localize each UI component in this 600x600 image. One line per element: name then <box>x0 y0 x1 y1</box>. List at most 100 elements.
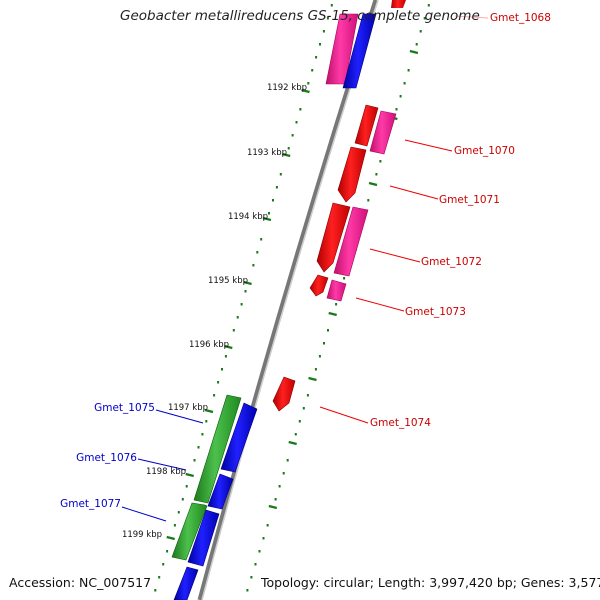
gene-label-gmet-1074: Gmet_1074 <box>370 417 431 429</box>
accession-text: Accession: NC_007517 <box>9 575 152 590</box>
leader-line <box>319 406 369 424</box>
tick-dot <box>250 576 253 579</box>
gene-feature <box>173 566 199 600</box>
tick-dot <box>307 82 310 85</box>
leader-line <box>389 185 439 200</box>
tick-dot <box>258 550 261 553</box>
gene-label-lines <box>121 15 489 522</box>
genome-summary-text: Topology: circular; Length: 3,997,420 bp… <box>261 575 600 590</box>
gene-label-gmet-1076: Gmet_1076 <box>76 452 137 464</box>
tick-dot <box>294 433 297 436</box>
major-tick <box>204 408 214 414</box>
major-tick <box>368 181 378 187</box>
major-tick <box>185 472 194 478</box>
gene-label-gmet-1070: Gmet_1070 <box>454 145 515 157</box>
tick-dot <box>330 4 333 7</box>
leader-line <box>355 297 405 312</box>
tick-dot <box>185 485 188 488</box>
major-tick <box>224 344 233 350</box>
gene-feature <box>220 402 258 473</box>
gene-feature <box>316 202 351 273</box>
tick-dot <box>256 251 259 254</box>
leader-line <box>137 458 187 471</box>
tick-dot <box>315 56 318 59</box>
tick-dot <box>298 420 301 423</box>
tick-dot <box>177 511 180 514</box>
scale-label: 1195 kbp <box>208 276 248 286</box>
gene-label-gmet-1077: Gmet_1077 <box>60 498 121 510</box>
major-tick <box>301 88 310 94</box>
tick-dot <box>217 381 220 384</box>
scale-label: 1193 kbp <box>247 148 287 158</box>
tick-dot <box>291 134 294 137</box>
tick-dot <box>201 433 204 436</box>
tick-dot <box>279 173 282 176</box>
major-tick <box>268 504 278 510</box>
major-tick <box>243 280 252 286</box>
tick-dot <box>224 355 227 358</box>
gene-feature <box>309 274 329 297</box>
tick-dot <box>260 238 263 241</box>
scale-label: 1199 kbp <box>122 530 162 540</box>
tick-dot <box>274 498 277 501</box>
tick-dot <box>302 407 305 410</box>
gene-feature <box>207 473 234 510</box>
gene-label-gmet-1068: Gmet_1068 <box>490 12 551 24</box>
leader-line <box>155 409 204 424</box>
tick-dot <box>395 108 398 111</box>
tick-dot <box>343 277 346 280</box>
gene-feature <box>337 146 367 203</box>
major-tick <box>262 216 272 222</box>
gene-label-gmet-1073: Gmet_1073 <box>405 306 466 318</box>
tick-dot <box>306 394 309 397</box>
tick-dot <box>254 563 257 566</box>
tick-dot <box>268 212 270 215</box>
genome-title: Geobacter metallireducens GS-15, complet… <box>120 8 480 24</box>
major-tick <box>328 311 337 317</box>
gene-feature <box>326 279 347 302</box>
gene-label-gmet-1072: Gmet_1072 <box>421 256 482 268</box>
scale-label: 1197 kbp <box>168 403 208 413</box>
tick-dot <box>299 108 302 111</box>
tick-dot <box>286 459 289 462</box>
tick-dot <box>278 485 281 488</box>
tick-dot <box>399 95 402 98</box>
tick-dot <box>367 199 370 202</box>
gene-feature <box>193 394 242 504</box>
tick-dot <box>246 589 249 592</box>
scale-label: 1192 kbp <box>267 83 307 93</box>
tick-dot <box>232 329 235 332</box>
tick-dot <box>282 472 285 475</box>
tick-dot <box>311 69 314 72</box>
tick-dot <box>162 563 165 566</box>
gene-label-gmet-1071: Gmet_1071 <box>439 194 500 206</box>
gene-feature <box>333 206 369 277</box>
tick-dot <box>415 43 418 46</box>
tick-dot <box>173 524 176 527</box>
gene-features <box>171 0 406 600</box>
tick-dot <box>275 186 278 189</box>
tick-dot <box>379 160 382 163</box>
tick-dot <box>236 316 239 319</box>
gene-feature <box>342 13 377 89</box>
tick-dot <box>181 498 184 501</box>
tick-dot <box>166 550 169 553</box>
major-tick <box>288 440 297 446</box>
tick-dot <box>427 4 430 7</box>
tick-dot <box>213 394 216 397</box>
tick-dot <box>154 589 157 592</box>
tick-dot <box>197 446 200 449</box>
tick-dot <box>322 30 325 33</box>
gene-feature <box>272 376 296 412</box>
leader-line <box>454 15 489 19</box>
tick-dot <box>252 264 255 267</box>
major-tick <box>166 535 175 541</box>
gene-label-gmet-1075: Gmet_1075 <box>94 402 155 414</box>
tick-dot <box>327 329 329 332</box>
tick-dot <box>205 420 208 423</box>
tick-dot <box>272 199 274 202</box>
tick-dot <box>335 303 338 306</box>
tick-dot <box>221 368 223 371</box>
tick-dot <box>158 576 161 579</box>
